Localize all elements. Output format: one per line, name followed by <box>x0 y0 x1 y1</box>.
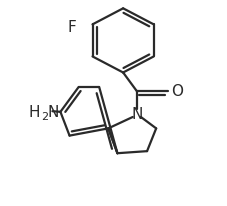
Text: N: N <box>47 104 58 119</box>
Text: F: F <box>67 20 76 35</box>
Text: O: O <box>170 84 182 98</box>
Text: N: N <box>131 107 142 122</box>
Text: 2: 2 <box>41 111 48 121</box>
Text: H: H <box>28 104 40 119</box>
